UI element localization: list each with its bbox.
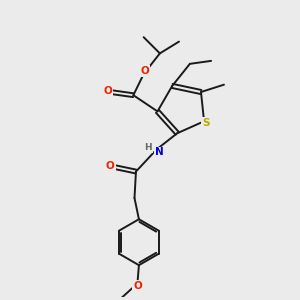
Text: O: O bbox=[103, 86, 112, 96]
Text: O: O bbox=[141, 66, 149, 76]
Text: O: O bbox=[133, 281, 142, 291]
Text: N: N bbox=[155, 147, 164, 158]
Text: H: H bbox=[145, 143, 152, 152]
Text: O: O bbox=[106, 160, 115, 171]
Text: S: S bbox=[202, 118, 209, 128]
